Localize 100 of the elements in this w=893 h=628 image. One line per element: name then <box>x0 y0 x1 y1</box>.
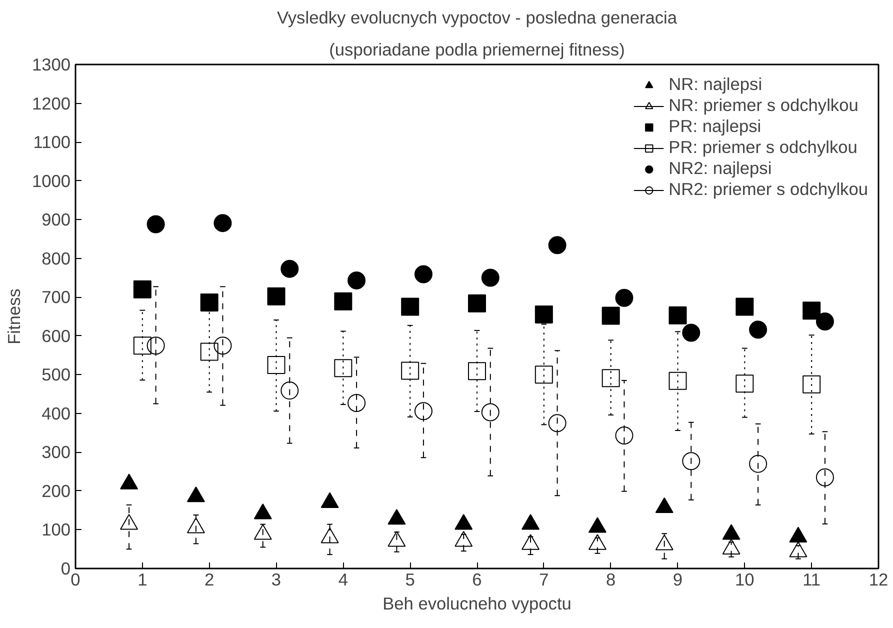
point <box>802 302 821 320</box>
point <box>267 287 286 306</box>
y-axis-title: Fitness <box>4 288 24 344</box>
point <box>133 280 152 298</box>
point <box>254 524 272 540</box>
legend-label: NR2: priemer s odchylkou <box>668 179 868 200</box>
point <box>120 474 138 490</box>
point <box>736 298 754 316</box>
legend-label: NR: priemer s odchylkou <box>668 95 858 116</box>
point <box>334 359 352 378</box>
point <box>789 526 808 543</box>
point <box>522 514 540 530</box>
x-axis-title: Beh evolucneho vypoctu <box>382 594 572 614</box>
y-tick-label: 700 <box>42 287 71 308</box>
point <box>602 306 620 325</box>
point <box>267 356 286 374</box>
x-tick-label: 6 <box>472 570 482 590</box>
point <box>522 534 540 550</box>
point <box>534 366 553 384</box>
point <box>816 312 834 331</box>
point <box>146 215 165 234</box>
point <box>588 534 606 550</box>
y-tick-label: 1100 <box>33 132 71 152</box>
y-tick-label: 100 <box>42 520 71 540</box>
legend-label: NR: najlepsi <box>668 74 762 95</box>
point <box>348 394 366 412</box>
point <box>602 369 620 388</box>
legend-label: PR: najlepsi <box>668 116 762 137</box>
point <box>388 508 406 525</box>
x-tick-label: 9 <box>672 570 683 590</box>
legend-label: NR2: najlepsi <box>668 158 772 179</box>
x-tick-label: 12 <box>868 570 888 590</box>
y-tick-label: 1300 <box>32 54 71 74</box>
point <box>280 260 299 278</box>
point <box>736 374 754 393</box>
point <box>668 306 687 324</box>
point <box>401 298 420 316</box>
point <box>280 382 299 400</box>
point <box>414 402 432 420</box>
point <box>200 342 218 361</box>
point <box>334 292 352 310</box>
point <box>320 492 339 508</box>
point <box>749 320 768 339</box>
point <box>133 336 152 355</box>
point <box>548 236 566 254</box>
y-tick-label: 1200 <box>32 93 71 114</box>
chart-subtitle: (usporiadane podla priemernej fitness) <box>329 40 625 60</box>
x-tick-label: 10 <box>735 570 754 590</box>
point <box>186 486 205 502</box>
point <box>146 336 165 355</box>
y-tick-label: 600 <box>42 326 71 346</box>
point <box>481 268 500 287</box>
point <box>682 324 700 342</box>
point <box>655 534 674 550</box>
x-tick-label: 1 <box>138 570 148 590</box>
x-tick-label: 11 <box>802 570 821 590</box>
point <box>749 454 768 473</box>
point <box>454 514 473 530</box>
point <box>320 528 339 544</box>
y-tick-label: 400 <box>42 403 71 424</box>
y-tick-label: 300 <box>42 442 71 462</box>
x-tick-label: 8 <box>606 570 616 590</box>
x-tick-label: 5 <box>405 570 415 590</box>
point <box>214 336 232 355</box>
point <box>588 517 606 533</box>
point <box>454 531 473 547</box>
point <box>468 362 486 380</box>
point <box>120 514 138 530</box>
point <box>481 403 500 422</box>
point <box>789 542 808 558</box>
y-tick-label: 900 <box>42 210 71 230</box>
point <box>414 265 432 284</box>
point <box>186 517 205 534</box>
point <box>548 414 566 432</box>
legend-label: PR: priemer s odchylkou <box>668 137 858 158</box>
point <box>468 294 486 312</box>
point <box>388 531 406 547</box>
point <box>655 497 674 514</box>
point <box>348 271 366 290</box>
point <box>722 538 740 555</box>
point <box>802 375 821 394</box>
y-tick-label: 1000 <box>32 170 71 191</box>
point <box>534 306 553 324</box>
point <box>615 288 634 307</box>
x-tick-label: 2 <box>204 570 214 590</box>
chart-title: Vysledky evolucnych vypoctov - posledna generacia <box>276 8 678 28</box>
point <box>816 468 834 486</box>
x-tick-label: 4 <box>338 570 348 590</box>
point <box>401 362 420 380</box>
point <box>214 214 232 232</box>
point <box>722 524 740 540</box>
point <box>615 426 634 445</box>
x-tick-label: 3 <box>271 570 282 590</box>
point <box>254 504 272 520</box>
y-tick-label: 800 <box>42 248 71 268</box>
point <box>668 372 687 390</box>
y-tick-label: 200 <box>42 480 71 501</box>
y-tick-label: 500 <box>42 364 71 385</box>
point <box>200 294 218 312</box>
x-tick-label: 7 <box>539 570 549 590</box>
